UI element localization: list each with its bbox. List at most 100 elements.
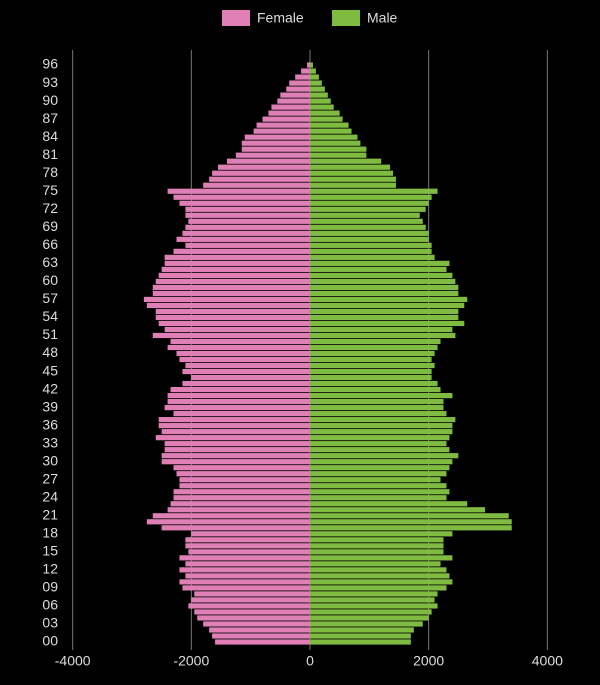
bar [203, 621, 310, 627]
bar [310, 423, 453, 429]
bar [310, 122, 349, 128]
bar [256, 122, 310, 128]
bar [176, 236, 310, 242]
y-tick-label: 03 [42, 615, 58, 631]
bar [310, 356, 432, 363]
bar [146, 302, 310, 309]
bar [152, 332, 310, 339]
bar [194, 591, 310, 597]
y-tick-label: 87 [42, 110, 58, 126]
bar [155, 308, 310, 315]
bar [310, 140, 361, 146]
bar [310, 212, 420, 218]
x-tick-label: 4000 [532, 653, 563, 669]
bar [301, 68, 310, 74]
bar [310, 170, 394, 176]
bar [241, 140, 310, 146]
y-tick-label: 24 [42, 488, 58, 504]
y-tick-label: 48 [42, 344, 58, 360]
bar [310, 74, 319, 80]
bar [176, 350, 310, 357]
bar [286, 86, 310, 92]
y-tick-label: 96 [42, 56, 58, 72]
y-tick-label: 66 [42, 236, 58, 252]
bar [310, 597, 435, 603]
bar [218, 164, 310, 170]
bar [310, 573, 450, 579]
bar [310, 399, 444, 405]
bar [310, 104, 334, 110]
bar [310, 531, 453, 537]
bar [161, 453, 310, 459]
bar [310, 477, 441, 483]
bar [167, 399, 310, 405]
bar [310, 68, 316, 74]
bar [310, 248, 432, 254]
bar [310, 537, 444, 543]
bar [191, 597, 310, 603]
bar [310, 465, 450, 471]
bar [310, 374, 432, 381]
y-tick-label: 72 [42, 200, 58, 216]
y-tick-label: 27 [42, 470, 58, 486]
bar [176, 471, 310, 477]
bar [310, 453, 459, 459]
bar [277, 98, 310, 104]
bar [310, 621, 423, 627]
bar [188, 549, 310, 555]
y-tick-label: 57 [42, 290, 58, 306]
bar [167, 188, 310, 194]
y-tick-label: 12 [42, 561, 58, 577]
bar [152, 290, 310, 297]
bar [310, 549, 444, 555]
bar [179, 200, 310, 206]
bar [310, 501, 468, 507]
bar [146, 519, 310, 525]
bar [164, 447, 310, 453]
bar [185, 561, 310, 567]
y-tick-label: 60 [42, 272, 58, 288]
bar [310, 525, 512, 531]
bar [164, 326, 310, 333]
bar [310, 489, 450, 495]
bar [310, 555, 453, 561]
y-tick-label: 78 [42, 164, 58, 180]
bar [310, 284, 459, 291]
bar [310, 164, 391, 170]
bar [310, 609, 432, 615]
y-tick-label: 54 [42, 308, 58, 324]
bar [158, 423, 310, 429]
bar [182, 380, 310, 387]
bar [310, 405, 444, 411]
bar [310, 380, 438, 387]
legend-label: Female [257, 10, 304, 26]
bar [310, 278, 456, 284]
bar [310, 627, 414, 633]
bar [155, 314, 310, 321]
bar [191, 374, 310, 381]
x-tick-label: -4000 [55, 653, 91, 669]
bar [310, 218, 423, 224]
bar [161, 525, 310, 531]
bar [164, 260, 310, 266]
bar [310, 579, 453, 585]
bar [185, 362, 310, 369]
bar [164, 405, 310, 411]
legend-swatch [332, 10, 360, 26]
bar [310, 441, 447, 447]
bar [179, 356, 310, 363]
bar [173, 248, 310, 254]
bar [158, 417, 310, 423]
bar [310, 368, 432, 375]
bar [310, 242, 432, 248]
bar [310, 639, 411, 645]
bar [310, 591, 438, 597]
bar [253, 128, 310, 134]
bar [179, 579, 310, 585]
y-tick-label: 81 [42, 146, 58, 162]
bar [310, 615, 429, 621]
y-tick-label: 15 [42, 543, 58, 559]
y-tick-label: 93 [42, 74, 58, 90]
bar [310, 176, 397, 182]
